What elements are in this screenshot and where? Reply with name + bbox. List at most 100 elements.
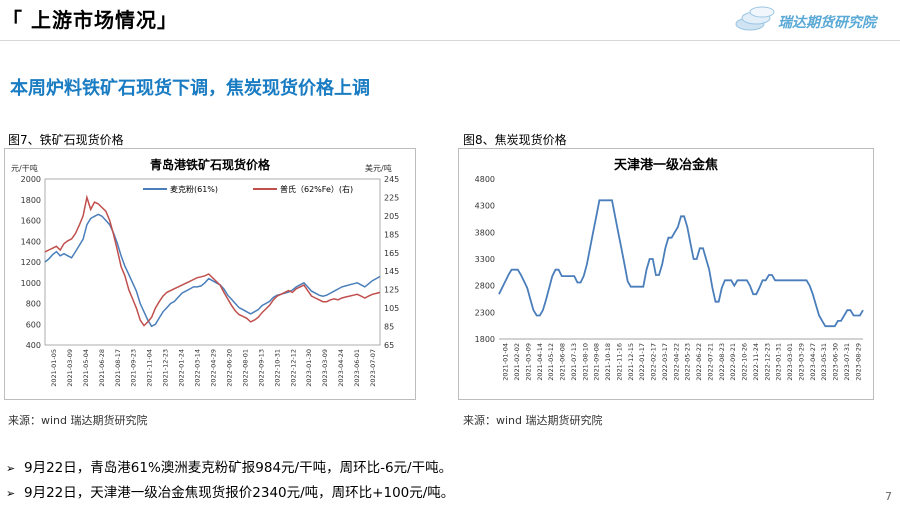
bullet-text: 9月22日，天津港一级冶金焦现货报价2340元/吨，周环比+100元/吨。 bbox=[24, 485, 455, 501]
y-right-tick-label: 185 bbox=[384, 230, 399, 239]
coke-chart: 天津港一级冶金焦 4800 4300 3800 3300 2800 2300 1800 202… bbox=[475, 157, 864, 381]
figure-8-source: 来源：wind 瑞达期货研究院 bbox=[463, 414, 603, 427]
y-left-tick-label: 1800 bbox=[21, 196, 41, 205]
x-tick-label: 2022-06-20 bbox=[225, 349, 233, 387]
y-right-tick-label: 225 bbox=[384, 193, 399, 202]
y-right-tick-label: 85 bbox=[384, 323, 394, 332]
header-divider bbox=[0, 40, 900, 41]
y-left-tick-label: 1600 bbox=[21, 217, 41, 226]
x-tick-label: 2022-08-23 bbox=[718, 343, 726, 381]
x-tick-label: 2022-09-21 bbox=[729, 343, 737, 381]
y-left-tick-label: 1000 bbox=[21, 279, 41, 288]
x-tick-label: 2023-03-09 bbox=[321, 349, 329, 387]
y-tick-label: 4800 bbox=[475, 175, 495, 184]
x-tick-label: 2021-03-09 bbox=[66, 349, 74, 387]
x-tick-label: 2022-11-24 bbox=[752, 343, 760, 381]
y-right-tick-label: 105 bbox=[384, 304, 399, 313]
x-tick-label: 2021-09-08 bbox=[593, 343, 601, 381]
chart-legend: 麦克粉(61%) 普氏（62%Fe）(右) bbox=[143, 184, 353, 194]
headline: 本周炉料铁矿石现货下调，焦炭现货价格上调 bbox=[10, 78, 370, 99]
figure-7-source: 来源：wind 瑞达期货研究院 bbox=[8, 414, 148, 427]
x-tick-label: 2023-05-31 bbox=[820, 343, 828, 381]
x-tick-label: 2021-12-23 bbox=[162, 349, 170, 387]
x-tick-label: 2021-10-18 bbox=[604, 343, 612, 381]
x-tick-label: 2022-01-24 bbox=[178, 349, 186, 387]
coins-icon bbox=[735, 6, 775, 31]
iron-ore-chart: 青岛港铁矿石现货价格 元/干吨 美元/吨 麦克粉(61%) 普氏（62%Fe）(… bbox=[11, 157, 399, 387]
x-tick-label: 2023-06-01 bbox=[353, 349, 361, 387]
x-tick-label: 2021-11-16 bbox=[615, 343, 623, 381]
series-line-1 bbox=[498, 199, 864, 328]
x-tick-label: 2022-10-31 bbox=[273, 349, 281, 387]
chart-title: 天津港一级冶金焦 bbox=[614, 157, 718, 173]
x-tick-label: 2021-06-28 bbox=[98, 349, 106, 387]
x-tick-label: 2021-11-04 bbox=[146, 349, 154, 387]
x-tick-label: 2021-06-08 bbox=[559, 343, 567, 381]
x-tick-label: 2021-02-02 bbox=[513, 343, 521, 381]
y-left-tick-label: 1200 bbox=[21, 258, 41, 267]
x-tick-label: 2023-01-31 bbox=[775, 343, 783, 381]
brand-logo: 瑞达期货研究院 bbox=[730, 2, 898, 38]
x-tick-label: 2021-03-09 bbox=[524, 343, 532, 381]
x-tick-label: 2022-05-23 bbox=[684, 343, 692, 381]
series-line-2 bbox=[44, 194, 381, 327]
x-tick-label: 2023-03-01 bbox=[786, 343, 794, 381]
page-number: 7 bbox=[885, 490, 892, 503]
x-tick-label: 2021-08-17 bbox=[114, 349, 122, 387]
page-title: 「 上游市场情况」 bbox=[2, 8, 178, 32]
y-tick-label: 3300 bbox=[475, 255, 495, 264]
bullet-item: ➢ 9月22日，天津港一级冶金焦现货报价2340元/吨，周环比+100元/吨。 bbox=[6, 481, 454, 501]
chart-title: 青岛港铁矿石现货价格 bbox=[150, 157, 271, 172]
x-tick-label: 2021-05-04 bbox=[82, 349, 90, 387]
y-left-tick-label: 800 bbox=[26, 300, 41, 309]
y-tick-label: 4300 bbox=[475, 202, 495, 211]
brand-name: 瑞达期货研究院 bbox=[778, 15, 876, 31]
arrow-bullet-icon: ➢ bbox=[6, 462, 16, 475]
x-tick-label: 2021-01-05 bbox=[50, 349, 58, 387]
bullet-item: ➢ 9月22日，青岛港61%澳洲麦克粉矿报984元/干吨，周环比-6元/干吨。 bbox=[6, 456, 452, 476]
x-tick-label: 2023-07-07 bbox=[369, 349, 377, 387]
y-right-tick-label: 245 bbox=[384, 175, 399, 184]
x-tick-label: 2023-08-29 bbox=[854, 343, 862, 381]
x-tick-label: 2021-01-04 bbox=[502, 343, 510, 381]
y-left-tick-label: 600 bbox=[26, 320, 41, 329]
x-tick-label: 2021-12-15 bbox=[627, 343, 635, 381]
x-tick-label: 2022-06-22 bbox=[695, 343, 703, 381]
x-tick-label: 2022-03-17 bbox=[661, 343, 669, 381]
iron-ore-chart-panel: 青岛港铁矿石现货价格 元/干吨 美元/吨 麦克粉(61%) 普氏（62%Fe）(… bbox=[4, 148, 416, 400]
x-tick-label: 2022-01-17 bbox=[638, 343, 646, 381]
right-axis-unit: 美元/吨 bbox=[365, 163, 392, 173]
x-tick-label: 2022-12-23 bbox=[763, 343, 771, 381]
y-left-tick-label: 2000 bbox=[21, 175, 41, 184]
x-tick-label: 2022-08-01 bbox=[241, 349, 249, 387]
x-tick-label: 2023-04-27 bbox=[809, 343, 817, 381]
x-tick-label: 2021-09-23 bbox=[130, 349, 138, 387]
figure-7-caption: 图7、铁矿石现货价格 bbox=[8, 133, 124, 147]
x-tick-label: 2022-02-17 bbox=[650, 343, 658, 381]
y-left-tick-label: 1400 bbox=[21, 237, 41, 246]
x-tick-label: 2023-06-30 bbox=[832, 343, 840, 381]
x-tick-label: 2021-04-14 bbox=[536, 343, 544, 381]
y-tick-label: 1800 bbox=[475, 335, 495, 344]
y-right-tick-label: 205 bbox=[384, 212, 399, 221]
coke-chart-panel: 天津港一级冶金焦 4800 4300 3800 3300 2800 2300 1800 202… bbox=[458, 148, 874, 400]
y-left-tick-label: 400 bbox=[26, 341, 41, 350]
plot-area bbox=[44, 178, 381, 346]
x-tick-label: 2023-04-24 bbox=[337, 349, 345, 387]
x-tick-label: 2022-03-14 bbox=[194, 349, 202, 387]
bullet-text: 9月22日，青岛港61%澳洲麦克粉矿报984元/干吨，周环比-6元/干吨。 bbox=[24, 460, 453, 476]
y-right-tick-label: 165 bbox=[384, 249, 399, 258]
x-tick-label: 2022-04-29 bbox=[210, 349, 218, 387]
x-tick-label: 2022-07-21 bbox=[706, 343, 714, 381]
y-tick-label: 2800 bbox=[475, 282, 495, 291]
x-tick-label: 2021-05-12 bbox=[547, 343, 555, 381]
x-tick-label: 2022-09-13 bbox=[257, 349, 265, 387]
x-tick-label: 2023-01-30 bbox=[305, 349, 313, 387]
series-line-1 bbox=[44, 213, 381, 328]
figure-8-caption: 图8、焦炭现货价格 bbox=[463, 133, 567, 147]
arrow-bullet-icon: ➢ bbox=[6, 487, 16, 500]
x-tick-label: 2022-12-12 bbox=[289, 349, 297, 387]
y-tick-label: 2300 bbox=[475, 308, 495, 317]
x-tick-label: 2021-08-10 bbox=[581, 343, 589, 381]
y-tick-label: 3800 bbox=[475, 228, 495, 237]
